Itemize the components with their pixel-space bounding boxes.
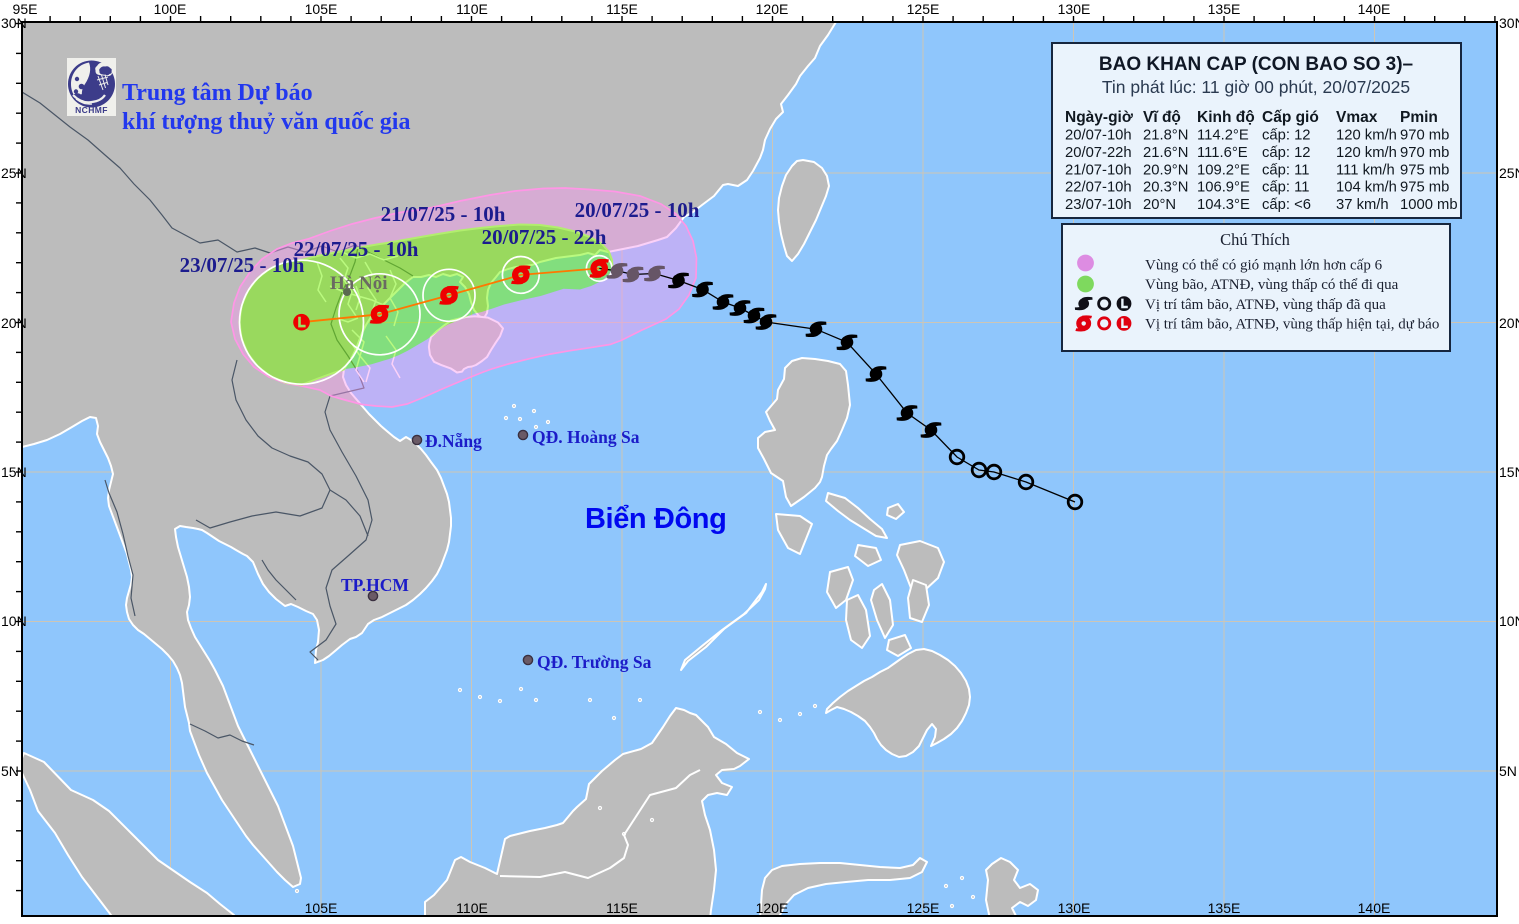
svg-text:15N: 15N — [1, 464, 27, 480]
svg-text:Kinh độ: Kinh độ — [1197, 109, 1255, 126]
svg-text:104.3°E: 104.3°E — [1197, 197, 1250, 213]
svg-text:20.9°N: 20.9°N — [1143, 162, 1188, 178]
svg-text:cấp: <6: cấp: <6 — [1262, 197, 1311, 213]
svg-text:140E: 140E — [1358, 900, 1391, 916]
svg-text:Vĩ độ: Vĩ độ — [1143, 109, 1181, 126]
svg-text:Biển Đông: Biển Đông — [585, 503, 726, 535]
svg-text:95E: 95E — [13, 1, 38, 17]
svg-text:cấp: 12: cấp: 12 — [1262, 145, 1311, 161]
svg-text:Ngày-giờ: Ngày-giờ — [1065, 109, 1134, 126]
svg-text:125E: 125E — [907, 900, 940, 916]
svg-text:5N: 5N — [1, 763, 19, 779]
svg-text:20.3°N: 20.3°N — [1143, 180, 1188, 196]
svg-text:cấp: 11: cấp: 11 — [1262, 162, 1309, 178]
svg-text:110E: 110E — [456, 1, 488, 17]
svg-text:106.9°E: 106.9°E — [1197, 180, 1250, 196]
svg-text:21.8°N: 21.8°N — [1143, 128, 1188, 144]
svg-text:111 km/h: 111 km/h — [1336, 162, 1395, 178]
svg-text:130E: 130E — [1058, 1, 1091, 17]
svg-text:140E: 140E — [1358, 1, 1391, 17]
svg-text:BAO KHAN CAP (CON BAO SO 3)–: BAO KHAN CAP (CON BAO SO 3)– — [1099, 54, 1413, 75]
svg-text:Chú Thích: Chú Thích — [1220, 230, 1291, 249]
svg-text:Pmin: Pmin — [1400, 109, 1438, 126]
svg-text:NCHMF: NCHMF — [75, 105, 108, 115]
svg-text:25N: 25N — [1499, 165, 1519, 181]
svg-text:QĐ. Hoàng Sa: QĐ. Hoàng Sa — [532, 427, 640, 447]
svg-text:135E: 135E — [1208, 900, 1241, 916]
svg-text:1000 mb: 1000 mb — [1400, 197, 1458, 213]
svg-text:105E: 105E — [305, 1, 338, 17]
svg-text:5N: 5N — [1499, 763, 1517, 779]
svg-text:110E: 110E — [456, 900, 488, 916]
svg-text:975 mb: 975 mb — [1400, 180, 1449, 196]
svg-text:120 km/h: 120 km/h — [1336, 128, 1397, 144]
svg-text:Vị trí tâm bão, ATNĐ, vùng thấ: Vị trí tâm bão, ATNĐ, vùng thấp đã qua — [1145, 297, 1386, 313]
svg-text:10N: 10N — [1, 613, 27, 629]
svg-text:15N: 15N — [1499, 464, 1519, 480]
svg-text:100E: 100E — [154, 1, 187, 17]
svg-text:Tin phát lúc: 11 giờ 00 phút,: Tin phát lúc: 11 giờ 00 phút, 20/07/2025 — [1102, 77, 1410, 97]
svg-text:20/07/25 - 22h: 20/07/25 - 22h — [482, 225, 607, 249]
svg-text:30N: 30N — [1, 15, 27, 31]
svg-text:114.2°E: 114.2°E — [1197, 128, 1249, 144]
svg-text:125E: 125E — [907, 1, 940, 17]
svg-text:Vùng bão, ATNĐ, vùng thấp có t: Vùng bão, ATNĐ, vùng thấp có thể đi qua — [1145, 277, 1399, 293]
svg-text:22/07-10h: 22/07-10h — [1065, 180, 1132, 196]
svg-text:TP.HCM: TP.HCM — [341, 575, 409, 595]
svg-text:21.6°N: 21.6°N — [1143, 145, 1188, 161]
svg-text:20°N: 20°N — [1143, 197, 1176, 213]
svg-text:23/07-10h: 23/07-10h — [1065, 197, 1132, 213]
svg-text:109.2°E: 109.2°E — [1197, 162, 1250, 178]
svg-text:20/07-10h: 20/07-10h — [1065, 128, 1132, 144]
svg-text:20N: 20N — [1499, 315, 1519, 331]
svg-text:21/07/25 - 10h: 21/07/25 - 10h — [381, 202, 506, 226]
svg-text:Vùng có thể có gió mạnh lớn hơ: Vùng có thể có gió mạnh lớn hơn cấp 6 — [1145, 258, 1383, 274]
svg-text:20N: 20N — [1, 315, 27, 331]
svg-text:30N: 30N — [1499, 15, 1519, 31]
svg-text:135E: 135E — [1208, 1, 1241, 17]
svg-text:120E: 120E — [756, 1, 789, 17]
svg-text:115E: 115E — [606, 1, 638, 17]
svg-text:105E: 105E — [305, 900, 338, 916]
svg-text:111.6°E: 111.6°E — [1197, 145, 1248, 161]
svg-text:120E: 120E — [756, 900, 789, 916]
svg-text:23/07/25 - 10h: 23/07/25 - 10h — [180, 253, 305, 277]
svg-text:104 km/h: 104 km/h — [1336, 180, 1397, 196]
svg-text:22/07/25 - 10h: 22/07/25 - 10h — [294, 237, 419, 261]
svg-text:20/07-22h: 20/07-22h — [1065, 145, 1132, 161]
svg-text:37 km/h: 37 km/h — [1336, 197, 1389, 213]
svg-text:10N: 10N — [1499, 613, 1519, 629]
svg-text:Vmax: Vmax — [1336, 109, 1378, 126]
svg-text:21/07-10h: 21/07-10h — [1065, 162, 1132, 178]
svg-text:cấp: 12: cấp: 12 — [1262, 128, 1311, 144]
svg-text:Đ.Nẵng: Đ.Nẵng — [425, 431, 482, 451]
svg-text:20/07/25 - 10h: 20/07/25 - 10h — [575, 198, 700, 222]
svg-text:Trung tâm Dự báo: Trung tâm Dự báo — [122, 80, 313, 106]
svg-text:Vị trí tâm bão, ATNĐ, vùng thấ: Vị trí tâm bão, ATNĐ, vùng thấp hiện tại… — [1145, 317, 1439, 333]
svg-text:cấp: 11: cấp: 11 — [1262, 180, 1309, 196]
svg-text:khí tượng thuỷ văn quốc gia: khí tượng thuỷ văn quốc gia — [122, 109, 410, 135]
svg-text:970 mb: 970 mb — [1400, 128, 1449, 144]
svg-text:130E: 130E — [1058, 900, 1091, 916]
svg-text:Cấp gió: Cấp gió — [1262, 109, 1319, 126]
svg-text:120 km/h: 120 km/h — [1336, 145, 1397, 161]
svg-text:115E: 115E — [606, 900, 638, 916]
svg-text:970 mb: 970 mb — [1400, 145, 1449, 161]
svg-text:QĐ. Trường Sa: QĐ. Trường Sa — [537, 652, 652, 672]
svg-text:Hà Nội: Hà Nội — [330, 273, 388, 294]
svg-text:975 mb: 975 mb — [1400, 162, 1449, 178]
svg-text:25N: 25N — [1, 165, 27, 181]
